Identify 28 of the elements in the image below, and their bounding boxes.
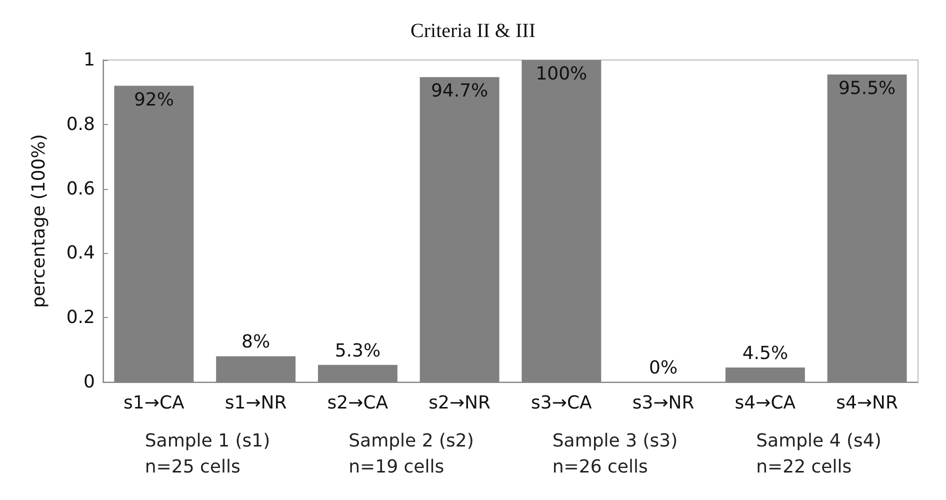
text: Sample 2 (s2) n=19 cells xyxy=(348,430,474,478)
x-tick-label: s2→CA xyxy=(327,392,389,414)
chart-title: Criteria II & III xyxy=(410,20,536,42)
data-label: 95.5% xyxy=(838,78,896,99)
text: Sample 3 (s3) n=26 cells xyxy=(552,430,678,478)
x-tick-label: s1→NR xyxy=(224,392,287,414)
y-axis-title: percentage (100%) xyxy=(28,134,50,308)
y-tick-label: 0.6 xyxy=(66,178,95,200)
text: Sample 1 (s1) n=25 cells xyxy=(144,430,270,478)
x-tick-label: s4→NR xyxy=(836,392,898,414)
y-tick-label: 1 xyxy=(84,50,95,70)
x-tick-label: s2→NR xyxy=(428,392,491,414)
data-label: 0% xyxy=(649,358,678,378)
data-label: 94.7% xyxy=(430,80,488,102)
data-label: 100% xyxy=(536,64,588,84)
data-label: 92% xyxy=(134,89,174,110)
text: Sample 4 (s4) n=22 cells xyxy=(756,430,882,478)
data-label: 4.5% xyxy=(742,343,788,364)
data-label: 5.3% xyxy=(334,340,381,362)
y-tick-label: 0.8 xyxy=(66,114,95,135)
y-tick-label: 0 xyxy=(84,372,95,392)
x-tick-label: s4→CA xyxy=(734,392,796,414)
x-tick-label: s3→CA xyxy=(531,392,593,414)
x-tick-label: s3→NR xyxy=(632,392,694,414)
y-tick-label: 0.4 xyxy=(66,242,95,264)
y-tick-label: 0.2 xyxy=(66,307,95,328)
data-label: 8% xyxy=(242,332,270,353)
x-tick-label: s1→CA xyxy=(124,392,186,414)
